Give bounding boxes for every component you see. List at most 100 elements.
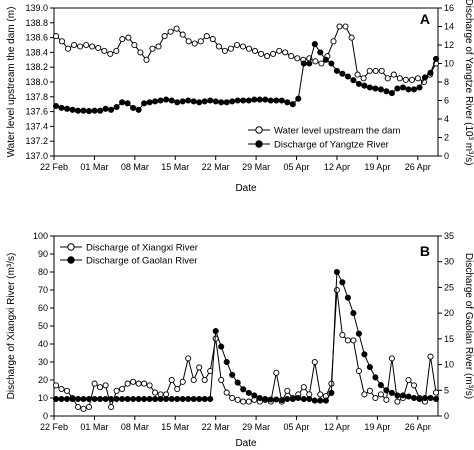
panel-a-ylabel: Water level upstream the dam (m)	[6, 7, 17, 158]
panel-a-point-discharge-of-yangtze-river	[102, 105, 109, 112]
panel-a-ytick-right-label: 12	[444, 40, 454, 50]
panel-a-point-discharge-of-yangtze-river	[405, 86, 412, 93]
panel-a-point-discharge-of-yangtze-river	[229, 98, 236, 105]
panel-a-point-water-level-upstream-the-dam	[113, 47, 120, 54]
panel-b-point-discharge-of-xiangxi-river	[333, 286, 340, 294]
panel-a-point-water-level-upstream-the-dam	[294, 55, 301, 62]
panel-b-point-discharge-of-gaolan-river	[196, 395, 203, 403]
panel-b-point-discharge-of-gaolan-river	[344, 294, 351, 301]
panel-b-xtick-label: 22 Feb	[40, 422, 68, 432]
panel-b-point-discharge-of-xiangxi-river	[300, 384, 307, 391]
panel-b-point-discharge-of-gaolan-river	[146, 395, 153, 403]
panel-a-point-water-level-upstream-the-dam	[203, 33, 210, 40]
panel-b-point-discharge-of-gaolan-river	[311, 397, 318, 404]
panel-b-point-discharge-of-gaolan-river	[168, 395, 175, 403]
panel-b-point-discharge-of-xiangxi-river	[152, 389, 159, 396]
panel-a-point-discharge-of-yangtze-river	[245, 97, 252, 104]
panel-a-point-discharge-of-yangtze-river	[317, 49, 324, 56]
panel-a-point-water-level-upstream-the-dam	[71, 41, 78, 49]
panel-a-point-discharge-of-yangtze-river	[240, 97, 247, 104]
panel-b-point-discharge-of-xiangxi-river	[190, 376, 197, 384]
panel-a-ytick-right-label: 2	[444, 133, 449, 143]
panel-b-point-discharge-of-xiangxi-river	[284, 387, 291, 394]
panel-a-ytick-label: 137.6	[25, 107, 48, 117]
legend-a: Water level upstream the dam Discharge o…	[248, 126, 400, 151]
panel-b-point-discharge-of-gaolan-river	[69, 395, 76, 403]
panel-b-point-discharge-of-xiangxi-river	[361, 391, 368, 398]
panel-b-point-discharge-of-gaolan-river	[405, 393, 412, 400]
legend-b: Discharge of Xiangxi River Discharge of …	[60, 243, 198, 267]
panel-a-point-discharge-of-yangtze-river	[273, 97, 280, 104]
panel-a-point-discharge-of-yangtze-river	[179, 98, 186, 105]
panel-a-point-discharge-of-yangtze-river	[201, 98, 208, 105]
panel-a-label: A	[420, 11, 430, 27]
panel-b-point-discharge-of-gaolan-river	[350, 310, 357, 317]
panel-a-point-discharge-of-yangtze-river	[163, 96, 170, 103]
panel-b-point-discharge-of-gaolan-river	[262, 395, 269, 403]
panel-a-xtick-label: 29 Mar	[242, 162, 270, 172]
panel-a-point-discharge-of-yangtze-river	[85, 108, 93, 115]
panel-b-point-discharge-of-xiangxi-river	[58, 385, 65, 393]
panel-b-point-discharge-of-xiangxi-river	[366, 387, 373, 394]
panel-b-ytick-right-label: 15	[444, 334, 454, 344]
panel-a-point-water-level-upstream-the-dam	[312, 58, 319, 65]
panel-a-point-water-level-upstream-the-dam	[390, 71, 397, 78]
panel-b-point-discharge-of-xiangxi-river	[432, 389, 440, 396]
panel-a-ytick-right-label: 0	[444, 151, 449, 161]
panel-b-ytick-label: 60	[38, 303, 48, 313]
panel-a-point-discharge-of-yangtze-river	[416, 84, 423, 91]
panel-b-point-discharge-of-gaolan-river	[157, 395, 164, 403]
panel-a-ytick-label: 139.0	[25, 3, 48, 13]
panel-b-point-discharge-of-xiangxi-river	[344, 337, 351, 344]
panel-b-ytick-label: 80	[38, 267, 48, 277]
panel-b-ytick-label: 100	[33, 231, 48, 241]
panel-b-point-discharge-of-gaolan-river	[130, 395, 137, 403]
panel-a-ylabel-right-text: Discharge of Yangtze River (10³ m³/s)	[463, 0, 474, 165]
panel-a-point-water-level-upstream-the-dam	[354, 71, 361, 78]
panel-b-point-discharge-of-xiangxi-river	[223, 389, 230, 396]
panel-b-point-discharge-of-xiangxi-river	[135, 380, 142, 387]
panel-b-point-discharge-of-gaolan-river	[355, 330, 362, 337]
panel-a-point-discharge-of-yangtze-river	[185, 97, 192, 104]
panel-a-point-water-level-upstream-the-dam	[125, 34, 132, 41]
panel-a-point-discharge-of-yangtze-river	[157, 97, 164, 104]
panel-a-point-water-level-upstream-the-dam	[58, 38, 66, 45]
panel-a-point-discharge-of-yangtze-river	[355, 80, 362, 87]
panel-a-point-discharge-of-yangtze-river	[146, 99, 153, 106]
panel-b-ytick-label: 30	[38, 357, 48, 367]
panel-a-point-discharge-of-yangtze-river	[278, 97, 285, 104]
panel-b-point-discharge-of-xiangxi-river	[63, 387, 71, 394]
panel-a-point-discharge-of-yangtze-river	[262, 96, 269, 103]
panel-b-point-discharge-of-gaolan-river	[421, 394, 429, 402]
panel-a-point-discharge-of-yangtze-river	[383, 88, 390, 95]
panel-a-point-water-level-upstream-the-dam	[161, 33, 168, 40]
panel-a-point-discharge-of-yangtze-river	[394, 85, 401, 92]
panel-a-point-discharge-of-yangtze-river	[130, 104, 137, 111]
panel-b-xtick-label: 15 Mar	[161, 422, 189, 432]
panel-b-point-discharge-of-xiangxi-river	[174, 385, 181, 393]
panel-a-point-water-level-upstream-the-dam	[83, 41, 90, 49]
panel-a-point-discharge-of-yangtze-river	[58, 104, 65, 111]
panel-a-point-discharge-of-yangtze-river	[377, 86, 384, 93]
panel-b-point-discharge-of-gaolan-river	[295, 394, 302, 402]
panel-a-point-water-level-upstream-the-dam	[197, 38, 204, 45]
panel-a-point-discharge-of-yangtze-river	[388, 90, 395, 97]
panel-a-point-water-level-upstream-the-dam	[209, 36, 216, 43]
panel-b-point-discharge-of-gaolan-river	[372, 374, 379, 381]
panel-b-ytick-label: 0	[43, 411, 48, 421]
panel-a-point-water-level-upstream-the-dam	[336, 23, 343, 30]
panel-a-point-water-level-upstream-the-dam	[239, 43, 247, 50]
panel-b-point-discharge-of-gaolan-river	[113, 395, 120, 403]
panel-b-point-discharge-of-gaolan-river	[366, 364, 373, 371]
panel-b-point-discharge-of-gaolan-river	[201, 395, 208, 403]
panel-a-point-discharge-of-yangtze-river	[427, 69, 434, 76]
panel-a-xtick-label: 08 Mar	[121, 162, 149, 172]
panel-b-point-discharge-of-gaolan-river	[300, 395, 307, 403]
panel-a-point-water-level-upstream-the-dam	[378, 67, 385, 74]
panel-a-ytick-label: 138.0	[25, 77, 48, 87]
panel-a-xlabel: Date	[235, 183, 257, 194]
panel-a-point-water-level-upstream-the-dam	[101, 47, 108, 54]
panel-a-point-discharge-of-yangtze-river	[152, 98, 159, 105]
panel-a-point-water-level-upstream-the-dam	[348, 34, 355, 41]
panel-b-point-discharge-of-gaolan-river	[80, 395, 87, 403]
